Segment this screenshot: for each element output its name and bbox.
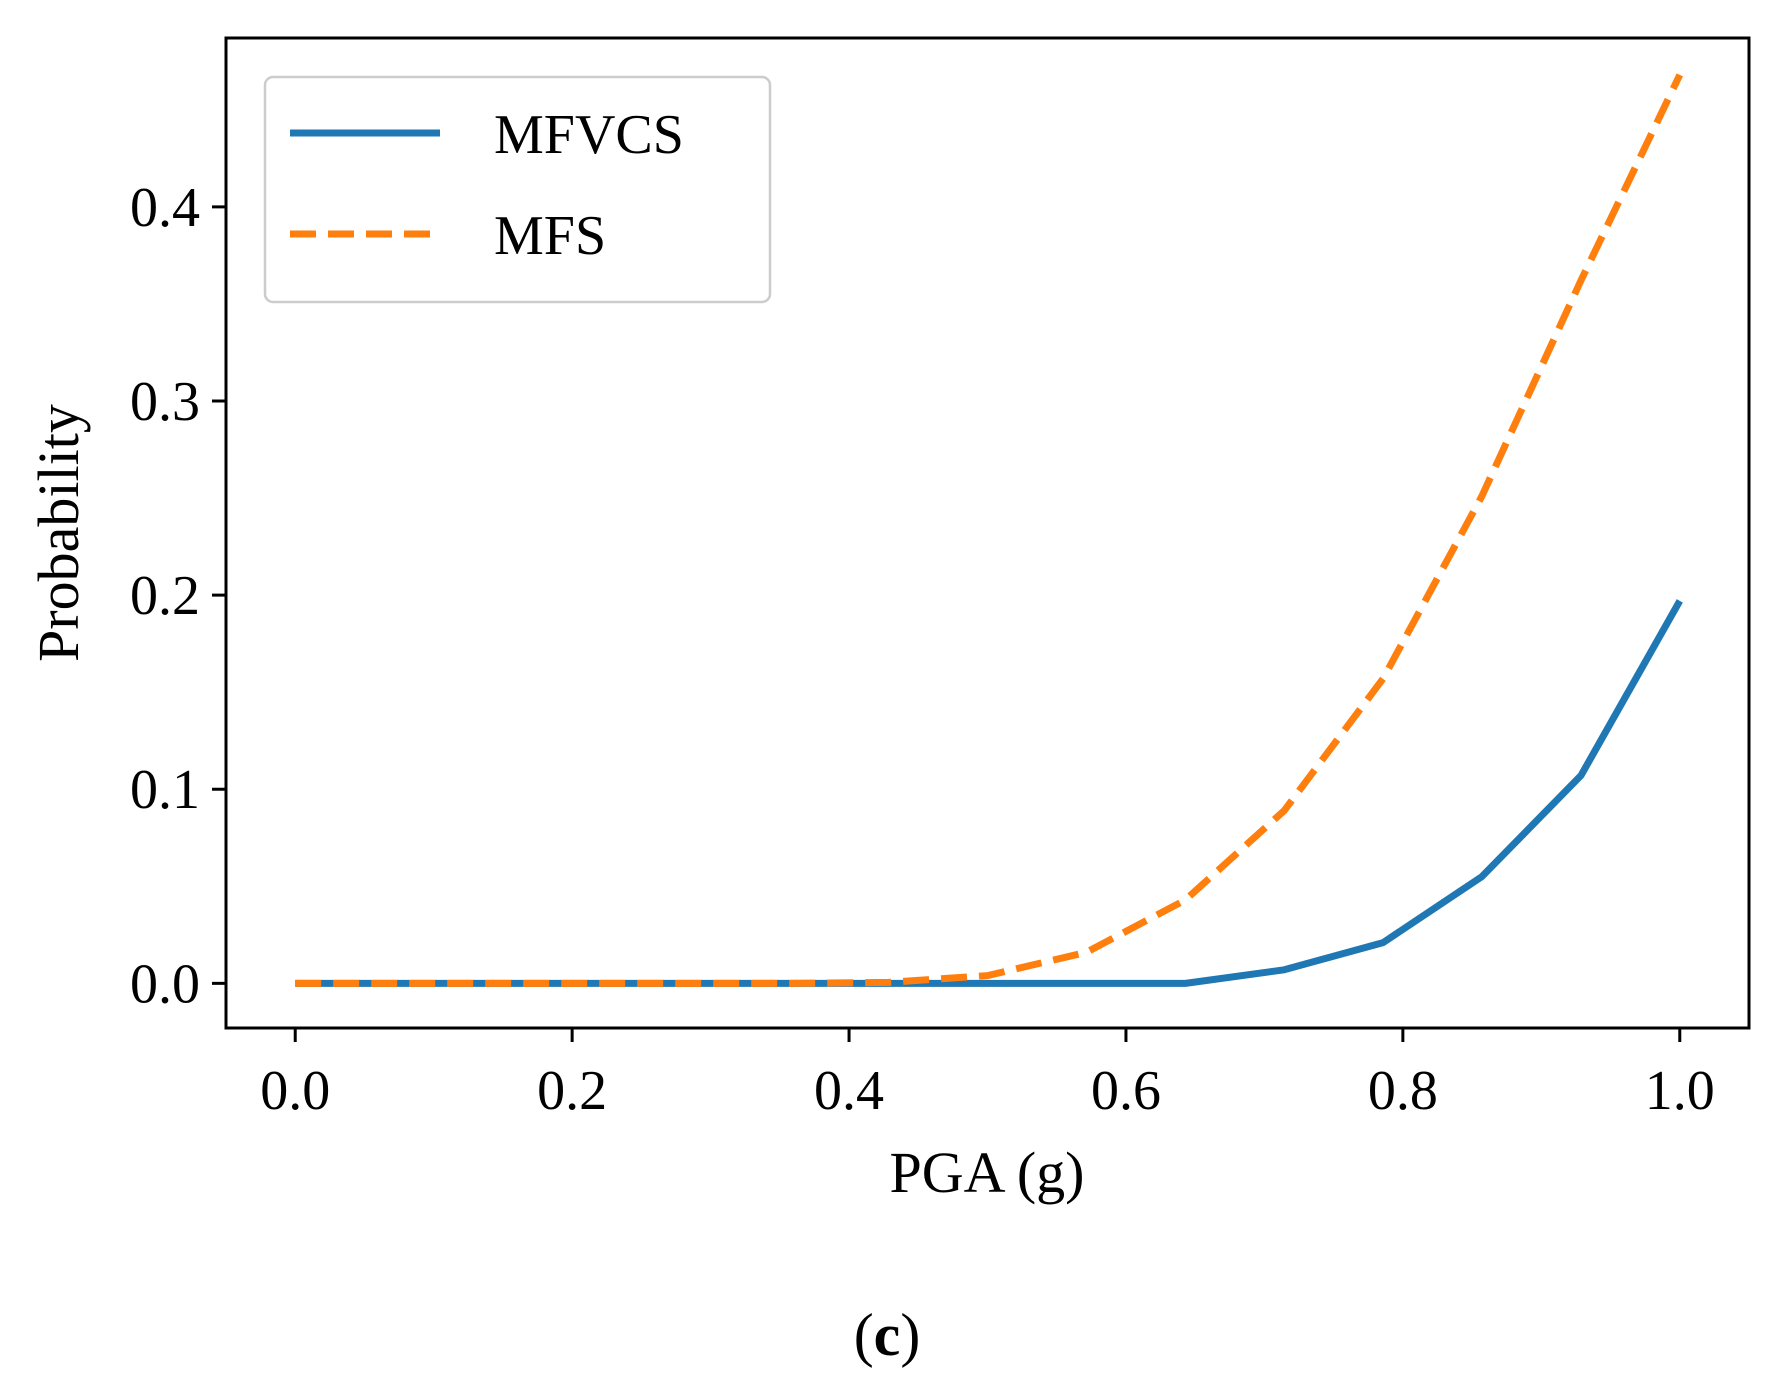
y-tick-label: 0.1 [130, 759, 200, 821]
legend: MFVCS MFS [263, 75, 772, 304]
y-tick-label: 0.4 [130, 177, 200, 239]
x-tick-label: 0.8 [1368, 1060, 1438, 1122]
legend-label-mfvcs: MFVCS [494, 104, 684, 166]
legend-label-mfs: MFS [494, 205, 606, 267]
x-tick-label: 0.0 [260, 1060, 330, 1122]
y-tick-label: 0.0 [130, 953, 200, 1015]
plot-frame [224, 36, 1751, 1030]
x-tick-label: 0.4 [814, 1060, 884, 1122]
caption-open-paren: ( [854, 1302, 874, 1368]
panel-caption: (c) [854, 1302, 921, 1368]
y-tick-label: 0.3 [130, 371, 200, 433]
series-line-mfs [295, 73, 1683, 987]
y-tick-label: 0.2 [130, 565, 200, 627]
y-axis-title: Probability [26, 404, 91, 662]
series-layer [295, 73, 1683, 987]
series-line-mfvcs [295, 599, 1683, 987]
x-axis-ticks: 0.0 0.2 0.4 0.6 0.8 1.0 [260, 1028, 1715, 1122]
y-axis-ticks: 0.0 0.1 0.2 0.3 0.4 [130, 177, 226, 1015]
x-tick-label: 0.6 [1091, 1060, 1161, 1122]
x-tick-label: 1.0 [1645, 1060, 1715, 1122]
caption-letter: c [874, 1302, 901, 1368]
x-axis-title: PGA (g) [890, 1140, 1085, 1205]
caption-close-paren: ) [900, 1302, 920, 1368]
x-tick-label: 0.2 [537, 1060, 607, 1122]
